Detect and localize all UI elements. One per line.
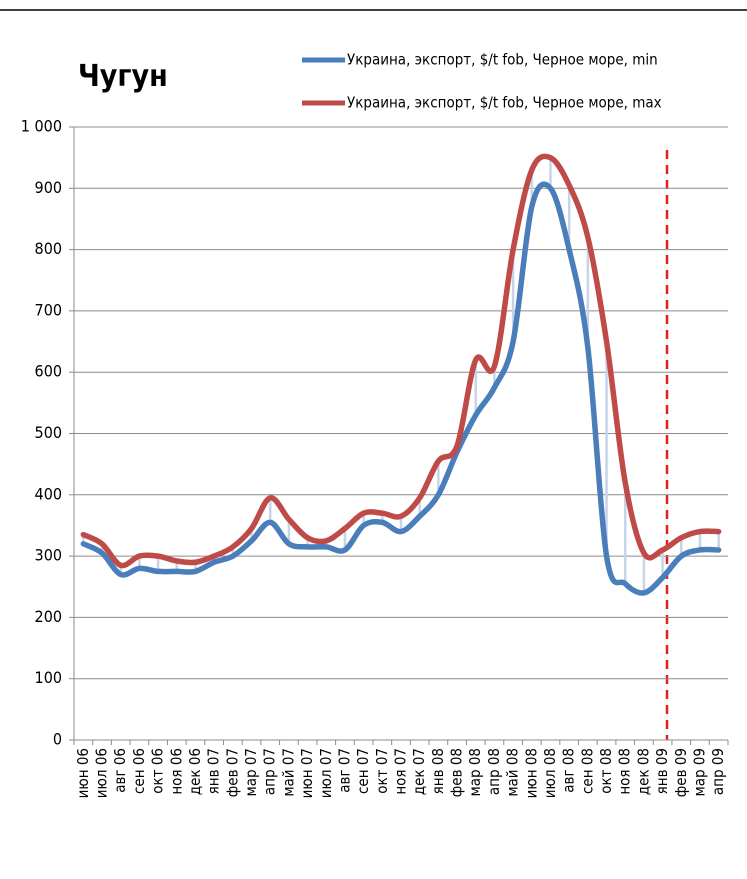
x-tick-label: май 07 [279, 748, 297, 797]
x-tick-label: фев 07 [223, 748, 241, 797]
x-tick-label: ноя 06 [167, 748, 185, 795]
x-tick-label: авг 06 [111, 748, 129, 793]
x-tick-label: ноя 08 [616, 748, 634, 795]
legend-label: Украина, экспорт, $/t fob, Черное море, … [347, 94, 662, 112]
y-tick-label: 700 [35, 300, 62, 319]
x-tick-label: дек 07 [410, 748, 428, 795]
x-tick-label: мар 07 [242, 748, 260, 796]
y-tick-label: 500 [35, 423, 62, 442]
chart-title: Чугун [78, 59, 168, 94]
x-tick-label: мар 09 [690, 748, 708, 796]
x-tick-label: июл 06 [93, 748, 111, 798]
y-tick-label: 400 [35, 484, 62, 503]
y-tick-label: 800 [35, 239, 62, 258]
y-tick-label: 1 000 [21, 117, 62, 136]
legend-label: Украина, экспорт, $/t fob, Черное море, … [347, 51, 658, 69]
y-tick-label: 0 [53, 730, 62, 749]
x-tick-label: апр 07 [261, 748, 279, 795]
x-tick-label: авг 07 [335, 748, 353, 793]
x-tick-label: июн 08 [522, 748, 540, 798]
x-tick-label: окт 08 [597, 748, 615, 794]
x-tick-label: июл 08 [541, 748, 559, 798]
x-tick-label: мар 08 [466, 748, 484, 796]
series-line [80, 181, 722, 596]
x-tick-label: апр 08 [485, 748, 503, 795]
y-tick-label: 900 [35, 178, 62, 197]
x-tick-label: фев 09 [672, 748, 690, 797]
x-tick-label: сен 08 [578, 748, 596, 794]
x-tick-label: авг 08 [560, 748, 578, 793]
x-tick-label: сен 06 [130, 748, 148, 794]
x-tick-label: фев 08 [448, 748, 466, 797]
series-line [80, 153, 722, 569]
x-tick-label: янв 09 [653, 748, 671, 794]
x-tick-label: окт 06 [149, 748, 167, 794]
y-tick-label: 300 [35, 546, 62, 565]
x-tick-label: июл 07 [317, 748, 335, 798]
x-tick-label: дек 06 [186, 748, 204, 795]
x-tick-label: июн 06 [74, 748, 92, 798]
x-tick-label: дек 08 [634, 748, 652, 795]
y-tick-label: 200 [35, 607, 62, 626]
x-tick-label: янв 08 [429, 748, 447, 794]
x-tick-label: апр 09 [709, 748, 727, 795]
x-tick-label: сен 07 [354, 748, 372, 794]
y-tick-label: 600 [35, 362, 62, 381]
y-tick-label: 100 [35, 668, 62, 687]
x-tick-label: май 08 [504, 748, 522, 797]
x-tick-label: янв 07 [205, 748, 223, 794]
x-tick-label: окт 07 [373, 748, 391, 794]
x-tick-label: июн 07 [298, 748, 316, 798]
x-tick-label: ноя 07 [392, 748, 410, 795]
